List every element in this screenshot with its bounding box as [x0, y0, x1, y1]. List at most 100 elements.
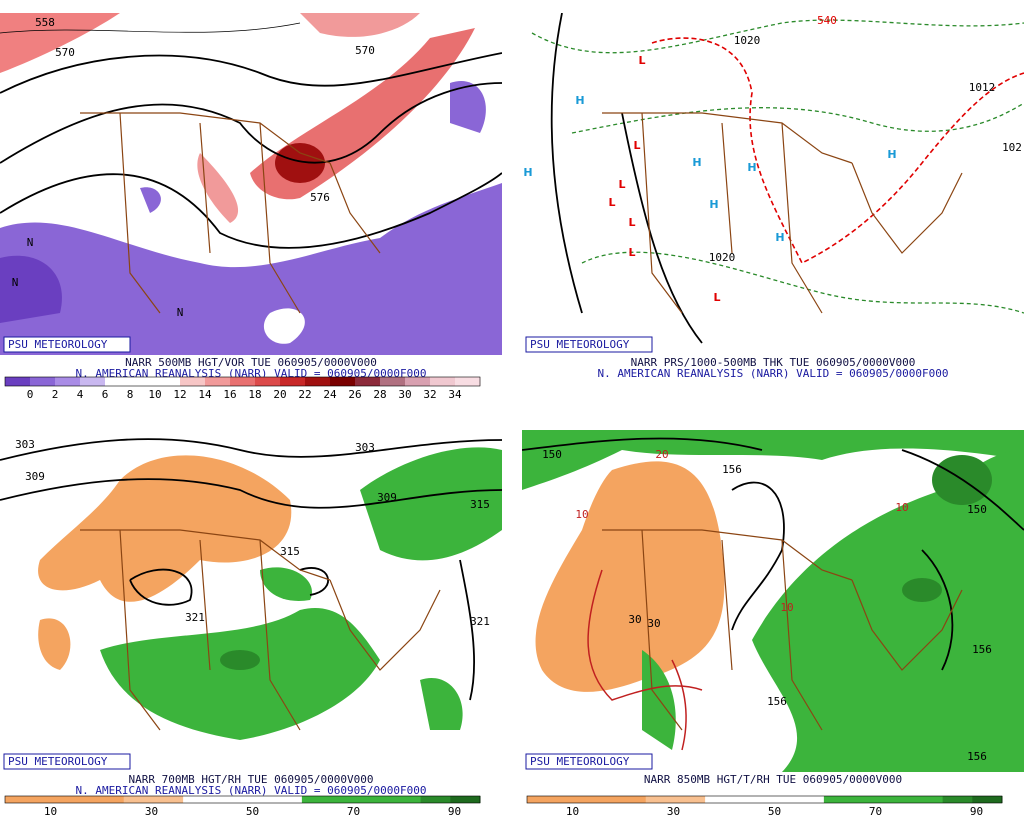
- map-label: 321: [185, 611, 205, 624]
- badge-box: [525, 336, 653, 353]
- panel-overlay: 150 156 150 156 156 156 20 10 30 30 10 10 PSU METEOR…: [525, 448, 992, 770]
- colorbar-segment: [272, 796, 303, 803]
- map-label: 156: [967, 750, 987, 763]
- map-label: H: [575, 94, 584, 107]
- map-label: 570: [355, 44, 375, 57]
- colorbar-segment: [130, 377, 156, 386]
- colorbar-label: 70: [347, 805, 360, 818]
- colorbar-label: 12: [173, 388, 186, 401]
- map-panel: [522, 430, 1024, 772]
- colorbar-segment: [212, 796, 243, 803]
- colorbar-segment: [301, 796, 333, 803]
- map-label: 102: [1002, 141, 1022, 154]
- colorbar-segment: [380, 377, 406, 386]
- colorbar-label: 10: [566, 805, 579, 818]
- map-panel: [522, 13, 1024, 355]
- colorbar-label: 18: [248, 388, 261, 401]
- colorbar-frame: [4, 795, 481, 804]
- colorbar-segment: [180, 377, 206, 386]
- colorbar-label: 26: [348, 388, 361, 401]
- colorbar-segment: [823, 796, 855, 803]
- colorbar-label: 2: [52, 388, 59, 401]
- map-label: 303: [15, 438, 35, 451]
- colorbar-segment: [420, 796, 451, 803]
- colorbar-segment: [361, 796, 392, 803]
- colorbar-segment: [205, 377, 231, 386]
- colorbar-segment: [55, 377, 81, 386]
- colorbar-segment: [64, 796, 95, 803]
- map-label: 156: [767, 695, 787, 708]
- colorbar-segment: [330, 377, 356, 386]
- colorbar-segment: [242, 796, 273, 803]
- map-label: L: [618, 178, 625, 191]
- map-label: 1020: [709, 251, 736, 264]
- badge-box: [3, 336, 131, 353]
- map-label: H: [775, 231, 784, 244]
- caption: NARR 850MB HGT/T/RH TUE 060905/0000V000: [644, 773, 902, 786]
- colorbar-segment: [883, 796, 914, 803]
- caption: N. AMERICAN REANALYSIS (NARR) VALID = 06…: [598, 367, 949, 380]
- colorbar-segment: [645, 796, 676, 803]
- colorbar-segment: [527, 796, 558, 803]
- colorbar-segment: [556, 796, 587, 803]
- badge: PSU METEOROLOGY: [530, 755, 630, 768]
- colorbar-segment: [355, 377, 381, 386]
- colorbar-label: 10: [148, 388, 161, 401]
- panel-overlay: 303 309 303 309 315 315 321 321 PSU METEOROLOGY: [3, 438, 490, 770]
- colorbar-segment: [586, 796, 617, 803]
- caption: N. AMERICAN REANALYSIS (NARR) VALID = 06…: [76, 784, 427, 797]
- map-label: 10: [780, 601, 793, 614]
- colorbar-segment: [942, 796, 973, 803]
- map-label: 570: [55, 46, 75, 59]
- map-label: 156: [722, 463, 742, 476]
- colorbar-segment: [155, 377, 181, 386]
- colorbar-label: 10: [44, 805, 57, 818]
- colorbar-segment: [616, 796, 647, 803]
- map-label: 30: [647, 617, 660, 630]
- colorbar-segment: [455, 377, 481, 386]
- map-label: L: [638, 54, 645, 67]
- colorbar-segment: [430, 377, 456, 386]
- map-label: 315: [280, 545, 300, 558]
- colorbar-label: 8: [127, 388, 134, 401]
- caption: NARR PRS/1000-500MB THK TUE 060905/0000V…: [631, 356, 916, 369]
- colorbar-segment: [255, 377, 281, 386]
- map-label: N: [12, 276, 19, 289]
- colorbar-label: 20: [273, 388, 286, 401]
- badge: PSU METEOROLOGY: [8, 338, 108, 351]
- map-label: L: [713, 291, 720, 304]
- caption: NARR 700MB HGT/RH TUE 060905/0000V000: [128, 773, 373, 786]
- map-label: 150: [542, 448, 562, 461]
- map-label: 156: [972, 643, 992, 656]
- colorbar-segment: [734, 796, 765, 803]
- colorbar-label: 34: [448, 388, 462, 401]
- colorbar-label: 30: [145, 805, 158, 818]
- colorbar-segment: [675, 796, 706, 803]
- map-label: 1020: [734, 34, 761, 47]
- map-label: L: [633, 139, 640, 152]
- map-panel: [0, 430, 502, 772]
- map-label: H: [523, 166, 532, 179]
- colorbar-label: 0: [27, 388, 34, 401]
- map-label: 10: [895, 501, 908, 514]
- colorbar-label: 30: [398, 388, 411, 401]
- map-label: 540: [817, 14, 837, 27]
- badge: PSU METEOROLOGY: [8, 755, 108, 768]
- colorbar-segment: [305, 377, 331, 386]
- colorbar-segment: [123, 796, 154, 803]
- map-label: H: [692, 156, 701, 169]
- badge: PSU METEOROLOGY: [530, 338, 630, 351]
- colorbar-segment: [5, 796, 36, 803]
- badge-box: [3, 753, 131, 770]
- colorbar-segment: [30, 377, 56, 386]
- colorbar-label: 14: [198, 388, 212, 401]
- colorbar-segment: [105, 377, 131, 386]
- colorbar-frame: [4, 376, 481, 387]
- colorbar-segment: [972, 796, 1003, 803]
- map-label: H: [709, 198, 718, 211]
- map-label: 558: [35, 16, 55, 29]
- colorbar-label: 30: [667, 805, 680, 818]
- colorbar-label: 90: [970, 805, 983, 818]
- map-label: N: [27, 236, 34, 249]
